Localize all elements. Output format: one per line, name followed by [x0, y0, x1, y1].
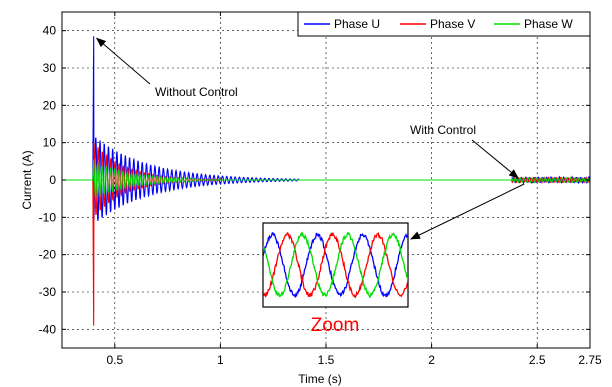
legend: Phase U Phase V Phase W	[298, 12, 590, 36]
zoom-label: Zoom	[311, 315, 360, 336]
x-tick-label: 1.5	[318, 353, 335, 367]
legend-entry: Phase W	[524, 17, 573, 31]
x-tick-label: 0.5	[106, 353, 123, 367]
zoom-inset	[263, 223, 408, 307]
y-tick-label: -40	[39, 322, 57, 336]
y-tick-label: 20	[43, 98, 57, 112]
legend-entry: Phase U	[334, 17, 380, 31]
annotation-without-control: Without Control	[155, 85, 238, 99]
y-tick-label: 0	[49, 173, 56, 187]
y-tick-label: -30	[39, 285, 57, 299]
annotation-with-control: With Control	[410, 123, 476, 137]
x-tick-label: 2	[428, 353, 435, 367]
y-tick-label: -20	[39, 248, 57, 262]
x-tick-label: 2.75	[578, 353, 602, 367]
y-tick-label: 40	[43, 24, 57, 38]
y-tick-label: 10	[43, 136, 57, 150]
y-axis-label: Current (A)	[20, 150, 34, 209]
y-tick-label: -10	[39, 210, 57, 224]
x-axis-label: Time (s)	[298, 372, 342, 386]
x-tick-label: 1	[217, 353, 224, 367]
legend-entry: Phase V	[430, 17, 475, 31]
y-tick-label: 30	[43, 61, 57, 75]
x-tick-label: 2.5	[529, 353, 546, 367]
